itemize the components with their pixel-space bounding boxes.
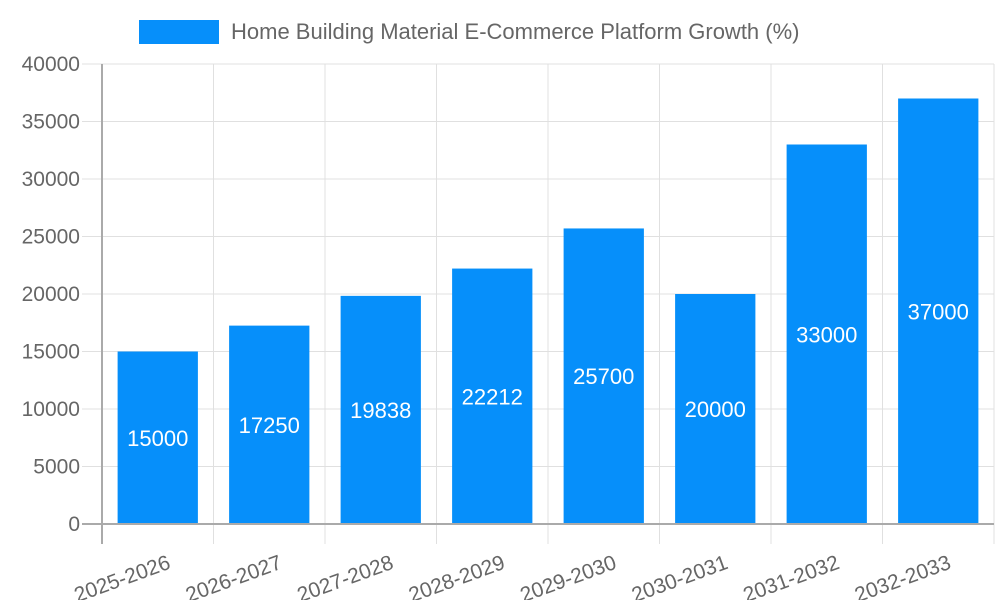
bar-value-label: 20000 (685, 397, 746, 422)
bar (229, 325, 310, 524)
bar-value-label: 37000 (908, 299, 969, 324)
x-tick-label: 2028-2029 (406, 551, 508, 600)
x-tick-label: 2031-2032 (740, 551, 842, 600)
x-tick-label: 2027-2028 (294, 551, 396, 600)
y-tick-label: 30000 (22, 168, 80, 191)
bar (452, 268, 533, 524)
x-tick-label: 2025-2026 (71, 551, 173, 600)
y-tick-label: 0 (68, 513, 80, 536)
bar (786, 144, 867, 524)
y-tick-label: 10000 (22, 398, 80, 421)
bar (563, 228, 644, 524)
bar-value-label: 33000 (796, 322, 857, 347)
x-tick-label: 2030-2031 (629, 551, 731, 600)
legend-swatch (139, 20, 219, 44)
bar-value-label: 15000 (127, 426, 188, 451)
bar-value-label: 22212 (462, 384, 523, 409)
bar (675, 294, 756, 524)
bar-value-label: 17250 (239, 413, 300, 438)
bar-value-label: 25700 (573, 364, 634, 389)
y-tick-label: 5000 (33, 456, 80, 479)
legend-label: Home Building Material E-Commerce Platfo… (231, 19, 800, 44)
y-tick-label: 40000 (22, 53, 80, 76)
bar (898, 98, 979, 524)
y-tick-label: 20000 (22, 283, 80, 306)
legend: Home Building Material E-Commerce Platfo… (139, 19, 800, 45)
y-tick-label: 15000 (22, 341, 80, 364)
x-tick-label: 2032-2033 (852, 551, 954, 600)
bar-value-label: 19838 (350, 398, 411, 423)
y-tick-label: 35000 (22, 111, 80, 134)
bar (117, 351, 198, 524)
bar (340, 295, 421, 524)
x-tick-label: 2026-2027 (183, 551, 285, 600)
y-tick-label: 25000 (22, 226, 80, 249)
x-tick-label: 2029-2030 (517, 551, 619, 600)
